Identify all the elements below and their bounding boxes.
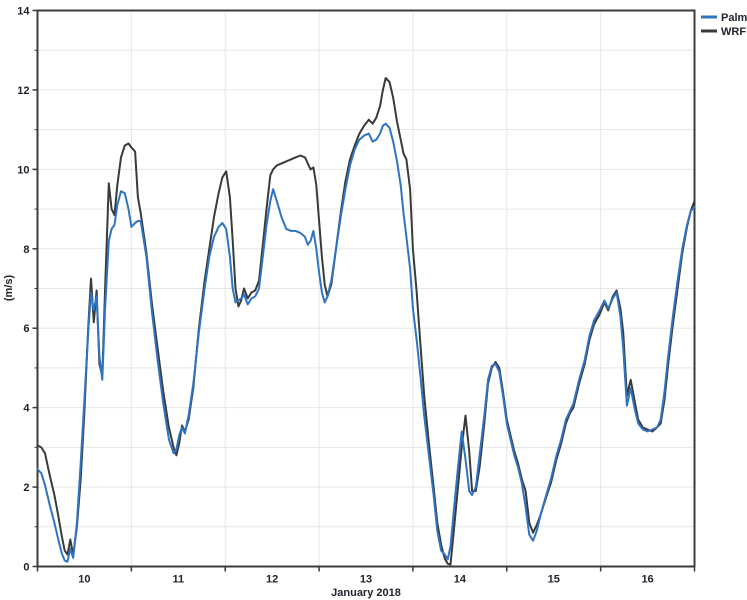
y-tick-label: 8 [23, 244, 29, 256]
series-lines [36, 77, 696, 566]
legend: Palm WRF [701, 12, 747, 38]
y-tick-label: 2 [23, 482, 29, 494]
x-axis-title: January 2018 [331, 587, 401, 599]
series-line-wrf [36, 77, 696, 566]
x-tick-label: 11 [172, 574, 184, 586]
x-tick-label: 16 [641, 574, 653, 586]
y-axis-title: (m/s) [3, 275, 15, 302]
legend-wrf-label: WRF [721, 26, 746, 38]
y-tick-label: 14 [17, 6, 30, 18]
y-tick-label: 4 [23, 403, 30, 415]
series-line-palm [36, 122, 696, 563]
legend-palm-label: Palm [721, 12, 747, 24]
gridlines [37, 10, 695, 567]
x-tick-label: 12 [266, 574, 278, 586]
tick-labels: 0 2 4 6 8 10 12 14 10 11 12 13 14 15 16 [17, 6, 653, 586]
y-tick-label: 6 [23, 323, 29, 335]
x-tick-label: 14 [454, 574, 467, 586]
axis-ticks [32, 9, 696, 572]
x-tick-label: 15 [548, 574, 560, 586]
x-tick-label: 10 [78, 574, 90, 586]
y-tick-label: 10 [17, 164, 29, 176]
y-tick-label: 12 [17, 85, 29, 97]
y-tick-label: 0 [23, 562, 29, 574]
x-tick-label: 13 [360, 574, 372, 586]
